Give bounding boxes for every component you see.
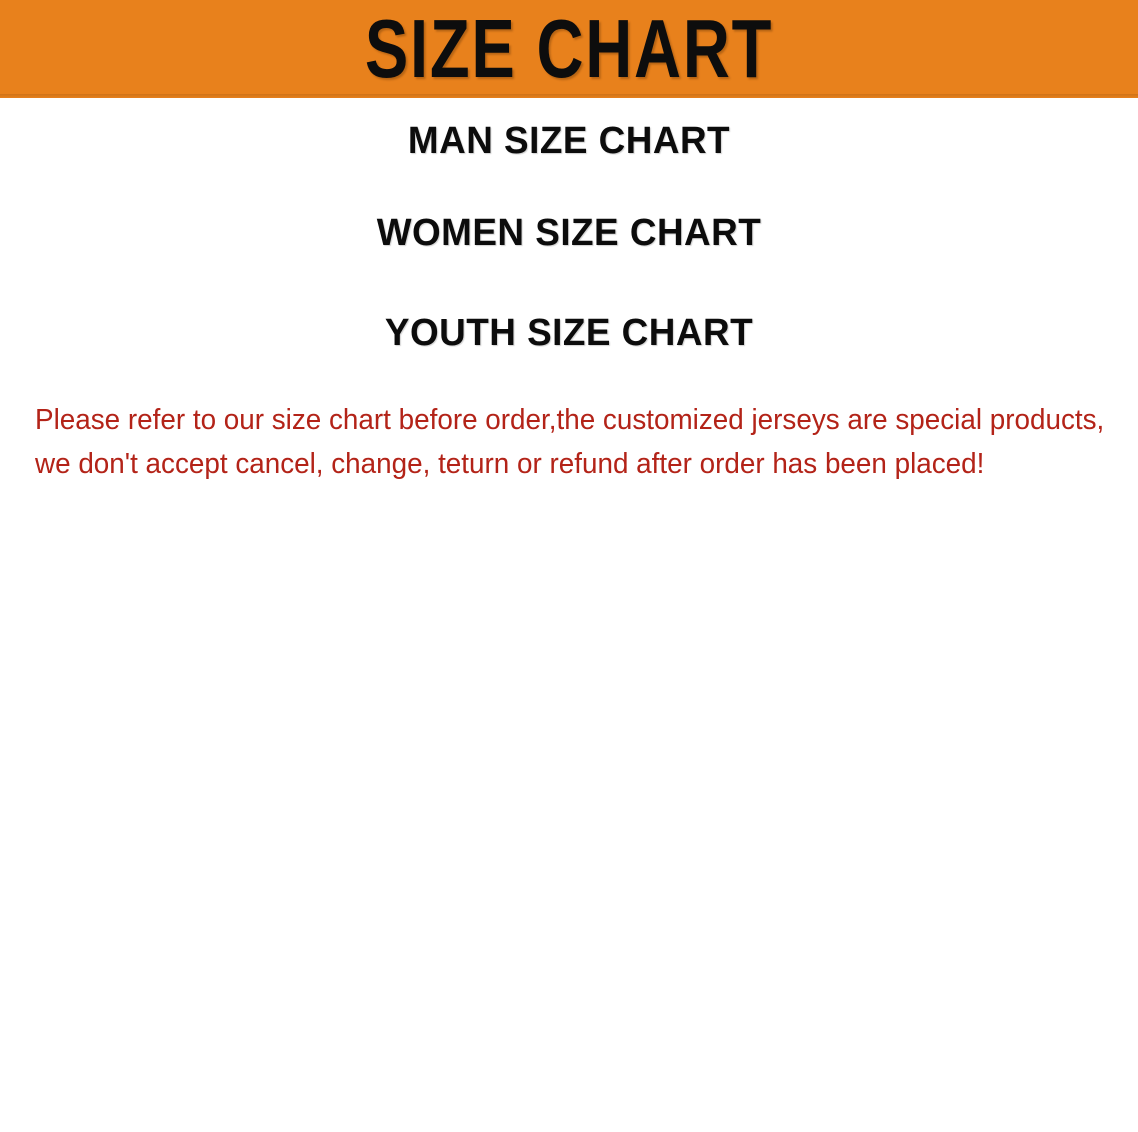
notice-line-1: Please refer to our size chart before or…	[35, 404, 1105, 436]
page-banner: SIZE CHART	[0, 0, 1138, 98]
youth-section-title: YOUTH SIZE CHART	[384, 312, 754, 354]
order-policy-notice: Please refer to our size chart before or…	[35, 399, 1105, 486]
notice-line-2: we don't accept cancel, change, teturn o…	[35, 447, 985, 480]
man-section-title: MAN SIZE CHART	[407, 120, 731, 162]
women-section-title: WOMEN SIZE CHART	[376, 212, 762, 254]
page-title: SIZE CHART	[364, 1, 774, 95]
